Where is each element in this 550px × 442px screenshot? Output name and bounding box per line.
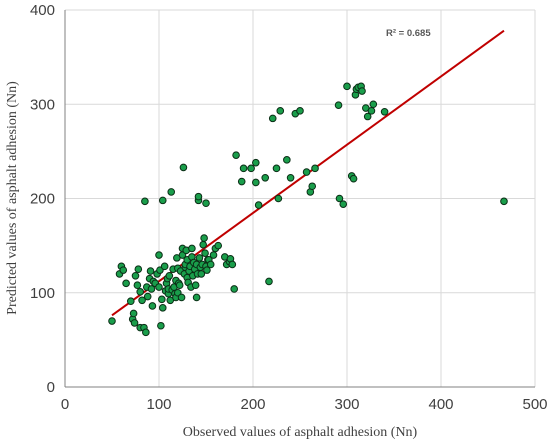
x-tick-label: 200	[240, 396, 265, 413]
data-point	[228, 260, 237, 269]
data-point	[147, 285, 156, 293]
data-point	[136, 288, 144, 296]
data-point	[209, 251, 218, 259]
data-point	[195, 254, 204, 262]
data-point	[358, 87, 366, 95]
data-point	[367, 107, 376, 115]
data-point	[311, 164, 319, 173]
data-point	[127, 297, 135, 306]
y-tick-label: 300	[30, 96, 55, 113]
data-point	[199, 240, 207, 249]
data-point	[380, 107, 389, 116]
data-point	[202, 199, 210, 208]
data-point	[194, 192, 203, 201]
axes	[64, 10, 535, 388]
data-point	[252, 158, 260, 167]
data-point	[239, 164, 248, 173]
data-point	[500, 197, 508, 206]
data-point	[349, 174, 358, 183]
y-tick-label: 400	[30, 2, 55, 19]
data-point	[197, 270, 206, 278]
x-tick-label: 100	[146, 396, 171, 413]
data-point	[308, 182, 317, 191]
data-point	[160, 262, 169, 271]
r-squared-annotation: R² = 0.685	[386, 28, 431, 39]
y-tick-label: 200	[30, 191, 55, 208]
data-point	[268, 114, 277, 123]
data-point	[343, 82, 351, 91]
data-point	[143, 292, 152, 301]
data-point	[335, 194, 344, 203]
data-point	[369, 100, 378, 109]
data-point	[188, 244, 196, 253]
data-point	[130, 319, 139, 327]
data-point	[203, 266, 211, 274]
data-point	[134, 265, 143, 273]
data-point	[122, 279, 130, 288]
data-point	[201, 249, 209, 257]
data-point	[158, 196, 167, 205]
data-point	[286, 173, 295, 182]
data-point	[179, 163, 188, 172]
data-point	[200, 234, 208, 242]
x-tick-label: 500	[522, 396, 547, 413]
data-point	[192, 293, 201, 302]
data-point	[158, 295, 166, 304]
data-point	[276, 107, 285, 115]
x-tick-label: 0	[61, 396, 69, 413]
data-point	[138, 296, 146, 305]
data-point	[191, 281, 200, 290]
data-point	[167, 188, 176, 196]
tick-labels: 0 100 200 300 400 500 0 100 200 300 400	[30, 2, 548, 413]
data-point	[265, 277, 273, 286]
data-point	[272, 164, 281, 173]
data-point	[363, 112, 372, 121]
data-point	[165, 271, 174, 280]
x-axis-title: Observed values of asphalt adhesion (Nn)	[183, 425, 418, 440]
data-point	[158, 304, 167, 312]
y-tick-label: 0	[47, 379, 55, 396]
data-point	[334, 101, 343, 109]
data-point	[177, 293, 186, 302]
data-point	[252, 178, 260, 187]
data-point	[146, 267, 155, 275]
data-point	[237, 177, 246, 186]
data-point	[254, 201, 263, 209]
data-point	[148, 302, 157, 310]
data-point	[131, 271, 140, 280]
data-point	[339, 200, 348, 208]
data-points	[108, 82, 508, 337]
data-point	[214, 241, 223, 250]
data-point	[133, 281, 142, 290]
data-point	[141, 197, 149, 206]
y-tick-label: 100	[30, 285, 55, 302]
data-point	[302, 168, 311, 176]
data-point	[157, 321, 165, 330]
data-point	[232, 151, 240, 159]
data-point	[261, 173, 270, 182]
data-point	[206, 260, 215, 269]
data-point	[155, 283, 163, 291]
data-point	[142, 328, 150, 337]
x-tick-label: 400	[428, 396, 453, 413]
data-point	[119, 266, 128, 274]
gridlines	[65, 9, 536, 387]
data-point	[129, 309, 138, 318]
data-point	[230, 285, 238, 293]
data-point	[296, 107, 304, 115]
x-tick-label: 300	[334, 396, 359, 413]
data-point	[247, 164, 255, 173]
y-axis-title: Predicted values of asphalt adhesion (Nn…	[5, 81, 20, 315]
data-point	[108, 317, 116, 325]
data-point	[274, 194, 283, 203]
data-point	[155, 251, 163, 259]
data-point	[175, 281, 184, 290]
data-point	[283, 156, 291, 164]
